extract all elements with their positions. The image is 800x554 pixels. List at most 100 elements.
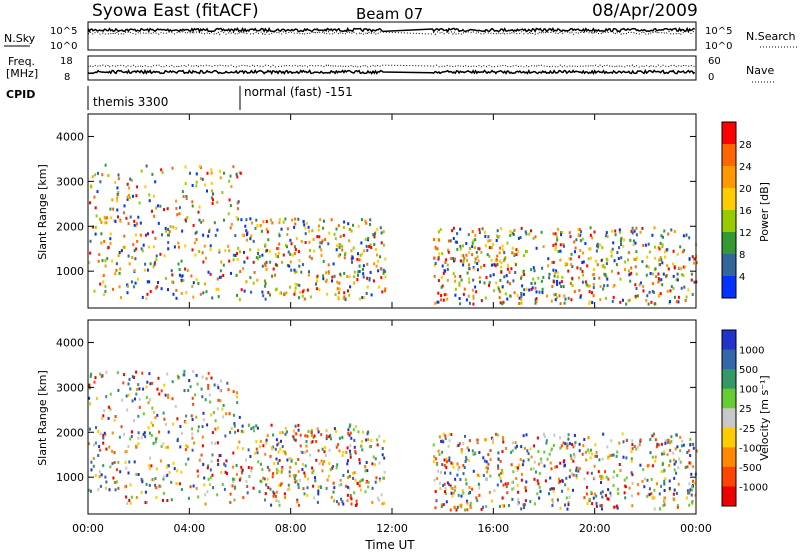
echo-cell bbox=[295, 237, 298, 240]
echo-cell bbox=[452, 226, 455, 230]
echo-cell bbox=[604, 470, 606, 474]
echo-cell bbox=[353, 491, 356, 495]
echo-cell bbox=[318, 462, 321, 466]
echo-cell bbox=[269, 260, 272, 264]
echo-cell bbox=[600, 477, 603, 481]
echo-cell bbox=[381, 453, 384, 457]
echo-cell bbox=[191, 448, 194, 452]
echo-cell bbox=[125, 495, 128, 499]
echo-cell bbox=[520, 276, 522, 280]
echo-cell bbox=[538, 485, 541, 489]
echo-cell bbox=[513, 228, 516, 232]
echo-cell bbox=[202, 291, 205, 295]
echo-cell bbox=[602, 432, 605, 436]
echo-cell bbox=[440, 298, 442, 302]
echo-cell bbox=[493, 263, 496, 267]
echo-cell bbox=[347, 289, 349, 293]
echo-cell bbox=[569, 235, 572, 239]
echo-cell bbox=[599, 298, 602, 302]
echo-cell bbox=[518, 296, 521, 300]
echo-cell bbox=[230, 427, 233, 430]
echo-cell bbox=[213, 383, 216, 387]
echo-cell bbox=[236, 252, 238, 256]
y-tick-label: 3000 bbox=[56, 381, 84, 394]
echo-cell bbox=[118, 435, 121, 439]
echo-cell bbox=[180, 431, 183, 435]
echo-cell bbox=[467, 448, 470, 452]
echo-cell bbox=[459, 504, 462, 508]
echo-cell bbox=[513, 252, 516, 256]
echo-cell bbox=[227, 212, 230, 216]
echo-cell bbox=[142, 412, 145, 416]
echo-cell bbox=[591, 236, 594, 240]
echo-cell bbox=[685, 496, 688, 500]
echo-cell bbox=[578, 228, 581, 232]
echo-cell bbox=[466, 271, 469, 275]
echo-cell bbox=[642, 289, 645, 293]
echo-cell bbox=[94, 376, 97, 380]
echo-cell bbox=[349, 455, 352, 459]
echo-cell bbox=[165, 445, 168, 449]
echo-cell bbox=[351, 260, 353, 264]
echo-cell bbox=[216, 493, 219, 497]
echo-cell bbox=[520, 478, 523, 482]
echo-cell bbox=[343, 295, 346, 299]
echo-cell bbox=[318, 245, 321, 249]
echo-cell bbox=[591, 452, 593, 456]
echo-cell bbox=[628, 486, 631, 490]
echo-cell bbox=[128, 186, 131, 190]
echo-cell bbox=[298, 250, 300, 254]
echo-cell bbox=[535, 246, 538, 250]
echo-cell bbox=[305, 444, 308, 448]
echo-cell bbox=[484, 438, 487, 442]
echo-cell bbox=[578, 233, 580, 237]
echo-cell bbox=[554, 242, 557, 246]
echo-cell bbox=[601, 495, 604, 499]
echo-cell bbox=[663, 489, 666, 492]
echo-cell bbox=[438, 453, 441, 456]
echo-cell bbox=[233, 498, 236, 502]
echo-cell bbox=[346, 493, 349, 497]
echo-cell bbox=[208, 393, 211, 397]
echo-cell bbox=[367, 485, 370, 489]
echo-cell bbox=[201, 251, 204, 255]
echo-cell bbox=[341, 500, 344, 504]
echo-cell bbox=[614, 229, 617, 233]
echo-cell bbox=[622, 244, 625, 248]
echo-cell bbox=[350, 249, 353, 253]
echo-cell bbox=[172, 225, 175, 229]
echo-cell bbox=[265, 438, 268, 442]
echo-cell bbox=[612, 453, 615, 457]
echo-cell bbox=[450, 491, 453, 495]
echo-cell bbox=[564, 263, 567, 267]
echo-cell bbox=[111, 461, 114, 465]
echo-cell bbox=[229, 226, 232, 230]
echo-cell bbox=[170, 269, 173, 273]
echo-cell bbox=[606, 445, 609, 449]
echo-cell bbox=[441, 503, 443, 507]
echo-cell bbox=[651, 434, 654, 438]
echo-cell bbox=[692, 465, 695, 469]
echo-cell bbox=[88, 383, 91, 387]
echo-cell bbox=[529, 500, 532, 503]
echo-cell bbox=[457, 468, 460, 471]
echo-cell bbox=[271, 274, 274, 278]
echo-cell bbox=[600, 258, 603, 262]
echo-cell bbox=[559, 436, 562, 440]
echo-cell bbox=[514, 271, 517, 274]
echo-cell bbox=[285, 243, 287, 247]
echo-cell bbox=[128, 262, 131, 266]
echo-cell bbox=[647, 302, 650, 306]
colorbar-tick-label: 16 bbox=[739, 206, 752, 217]
echo-cell bbox=[475, 496, 478, 500]
echo-cell bbox=[627, 269, 630, 273]
echo-cell bbox=[548, 272, 551, 276]
echo-cell bbox=[156, 436, 159, 440]
echo-cell bbox=[173, 245, 176, 249]
echo-cell bbox=[204, 398, 207, 402]
echo-cell bbox=[501, 471, 504, 475]
echo-cell bbox=[499, 246, 502, 250]
echo-cell bbox=[558, 281, 561, 285]
echo-cell bbox=[689, 461, 692, 465]
echo-cell bbox=[191, 436, 194, 440]
